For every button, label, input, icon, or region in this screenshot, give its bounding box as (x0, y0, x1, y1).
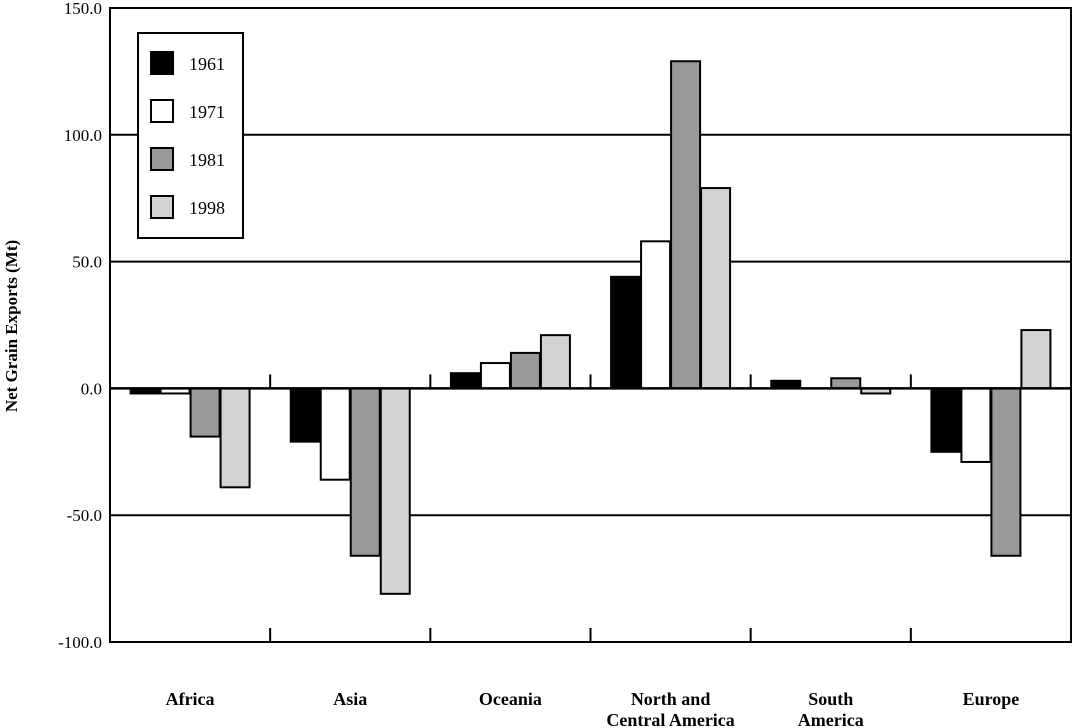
x-category-label: Asia (333, 689, 367, 709)
y-tick-label: 0.0 (81, 379, 102, 398)
legend-label-1961: 1961 (189, 54, 225, 74)
y-tick-label: 150.0 (64, 0, 102, 18)
x-category-label-line: America (798, 710, 864, 728)
legend: 1961 1971 1981 1998 (137, 32, 244, 239)
x-category-label-line: Africa (166, 689, 215, 709)
legend-swatch-1961 (150, 51, 174, 75)
bar-1981-europe (990, 387, 1022, 557)
x-category-label: Oceania (479, 689, 542, 709)
bar-1998-europe (1020, 329, 1052, 390)
y-tick-label: 50.0 (72, 253, 102, 272)
x-axis-category-labels: Africa Asia Oceania North and Central Americ… (166, 689, 1020, 728)
bar-1971-asia (319, 387, 351, 481)
gridlines (110, 133, 1071, 517)
x-category-label-line: Oceania (479, 689, 542, 709)
bar-1981-asia (349, 387, 381, 557)
legend-swatch-1971 (150, 99, 174, 123)
y-tick-label: 100.0 (64, 126, 102, 145)
x-category-label-line: North and (631, 689, 711, 709)
bar-1998-africa (219, 387, 251, 489)
bar-1971-europe (960, 387, 992, 463)
bar-1981-oceania (509, 351, 541, 390)
plot-frame (109, 7, 1072, 643)
bar-1961-europe (930, 387, 962, 453)
x-category-label-line: South (808, 689, 853, 709)
y-tick-label: -50.0 (67, 506, 102, 525)
x-category-label-line: Europe (963, 689, 1020, 709)
x-category-label: Africa (166, 689, 215, 709)
x-category-label-line: Asia (333, 689, 367, 709)
bar-1981-north-and-central-america (670, 60, 702, 390)
bar-1981-south-america (830, 377, 862, 390)
bar-1998-asia (379, 387, 411, 595)
y-axis-tick-labels: -100.0 -50.0 0.0 50.0 100.0 150.0 (58, 0, 102, 652)
bar-1998-north-and-central-america (700, 187, 732, 390)
legend-swatch-1998 (150, 195, 174, 219)
bar-1961-oceania (449, 372, 481, 390)
y-tick-label: -100.0 (58, 633, 102, 652)
x-category-label: North and Central America (606, 689, 734, 728)
bar-1971-north-and-central-america (640, 240, 672, 390)
x-category-label-line: Central America (606, 710, 734, 728)
bar-1998-oceania (539, 334, 571, 390)
bars (129, 60, 1052, 595)
legend-swatch-1981 (150, 147, 174, 171)
bar-1981-africa (189, 387, 221, 438)
bar-1961-north-and-central-america (610, 275, 642, 390)
x-category-label: Europe (963, 689, 1020, 709)
bar-1971-oceania (479, 362, 511, 390)
legend-label-1971: 1971 (189, 102, 225, 122)
legend-label-1998: 1998 (189, 198, 225, 218)
bar-1961-asia (289, 387, 321, 443)
axes (109, 7, 1072, 643)
legend-label-1981: 1981 (189, 150, 225, 170)
x-category-label: South America (798, 689, 864, 728)
y-axis-label: Net Grain Exports (Mt) (2, 240, 21, 412)
